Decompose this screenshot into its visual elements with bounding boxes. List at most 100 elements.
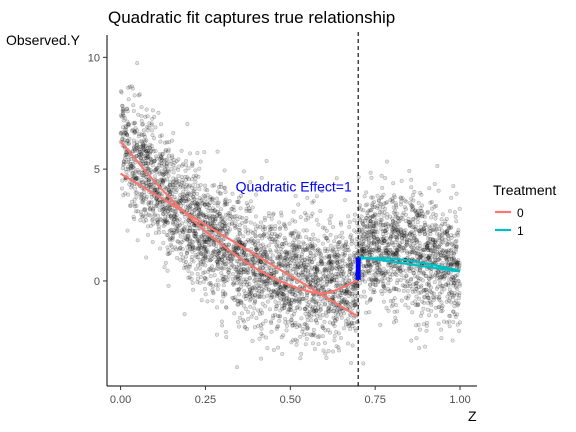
- scatter-point: [403, 244, 408, 249]
- scatter-point: [146, 212, 151, 217]
- scatter-point: [241, 270, 246, 275]
- scatter-point: [145, 224, 150, 229]
- scatter-point: [229, 258, 234, 264]
- scatter-point: [160, 171, 165, 176]
- scatter-point: [370, 277, 375, 282]
- scatter-point: [159, 192, 164, 197]
- scatter-point: [313, 270, 318, 275]
- scatter-point: [363, 218, 368, 223]
- scatter-point: [436, 272, 441, 278]
- scatter-point: [326, 238, 331, 243]
- scatter-point: [269, 227, 274, 232]
- scatter-point: [447, 277, 452, 282]
- scatter-point: [408, 284, 413, 289]
- scatter-point: [184, 158, 189, 164]
- scatter-point: [171, 162, 176, 168]
- scatter-point: [421, 226, 426, 232]
- scatter-point: [155, 204, 160, 209]
- scatter-point: [235, 298, 240, 303]
- scatter-point: [329, 213, 334, 219]
- scatter-point: [451, 276, 456, 281]
- scatter-point: [286, 265, 291, 270]
- scatter-point: [181, 259, 186, 264]
- scatter-point: [237, 315, 243, 320]
- scatter-point: [172, 160, 177, 165]
- scatter-point: [399, 178, 404, 183]
- scatter-point: [397, 266, 402, 271]
- scatter-point: [425, 210, 430, 216]
- scatter-point: [361, 242, 366, 247]
- scatter-point: [197, 204, 202, 209]
- scatter-point: [136, 112, 141, 117]
- scatter-point: [215, 214, 220, 219]
- scatter-point: [138, 209, 143, 214]
- scatter-point: [312, 347, 317, 352]
- scatter-point: [279, 210, 284, 215]
- scatter-point: [282, 256, 288, 261]
- scatter-point: [416, 278, 421, 283]
- scatter-point: [160, 179, 165, 184]
- scatter-point: [268, 257, 273, 262]
- scatter-point: [140, 151, 145, 157]
- scatter-point: [291, 338, 296, 343]
- scatter-point: [432, 243, 437, 248]
- scatter-point: [454, 219, 459, 224]
- scatter-point: [282, 223, 287, 228]
- scatter-point: [320, 299, 325, 304]
- scatter-point: [235, 269, 240, 274]
- scatter-point: [202, 270, 207, 275]
- scatter-point: [457, 328, 462, 333]
- scatter-point: [148, 206, 153, 211]
- scatter-point: [313, 271, 318, 277]
- scatter-point: [362, 238, 367, 243]
- scatter-point: [413, 224, 418, 229]
- scatter-point: [425, 209, 430, 214]
- scatter-point: [385, 250, 390, 255]
- scatter-point: [276, 282, 282, 287]
- scatter-point: [424, 228, 429, 233]
- scatter-point: [247, 287, 253, 292]
- scatter-point: [184, 250, 189, 255]
- scatter-point: [363, 263, 368, 268]
- scatter-point: [309, 333, 314, 338]
- scatter-point: [413, 302, 418, 308]
- scatter-point: [343, 198, 348, 203]
- scatter-point: [268, 234, 273, 239]
- scatter-point: [448, 296, 453, 301]
- scatter-point: [400, 213, 405, 218]
- scatter-point: [347, 266, 352, 271]
- scatter-point: [398, 241, 403, 246]
- scatter-point: [169, 166, 174, 171]
- scatter-point: [351, 283, 356, 288]
- scatter-point: [411, 205, 416, 210]
- scatter-point: [291, 259, 296, 264]
- scatter-point: [381, 240, 386, 246]
- scatter-point: [404, 242, 409, 247]
- scatter-point: [448, 276, 453, 282]
- scatter-point: [320, 225, 325, 230]
- scatter-point: [301, 327, 306, 332]
- scatter-point: [372, 205, 377, 210]
- scatter-point: [409, 204, 414, 209]
- scatter-point: [159, 133, 164, 138]
- scatter-point: [449, 195, 454, 200]
- scatter-point: [219, 181, 224, 187]
- scatter-point: [352, 228, 357, 233]
- scatter-point: [249, 314, 254, 319]
- scatter-point: [221, 254, 226, 259]
- scatter-point: [311, 327, 316, 332]
- scatter-point: [236, 288, 241, 293]
- scatter-point: [197, 266, 202, 271]
- scatter-point: [302, 266, 307, 271]
- scatter-point: [209, 239, 214, 244]
- scatter-point: [168, 214, 173, 220]
- scatter-point: [142, 132, 147, 137]
- scatter-point: [394, 272, 399, 277]
- scatter-point: [161, 241, 166, 246]
- scatter-point: [409, 185, 414, 190]
- scatter-point: [126, 160, 131, 165]
- scatter-point: [383, 251, 388, 256]
- scatter-point: [334, 249, 340, 254]
- scatter-point: [370, 203, 375, 208]
- scatter-point: [338, 220, 343, 225]
